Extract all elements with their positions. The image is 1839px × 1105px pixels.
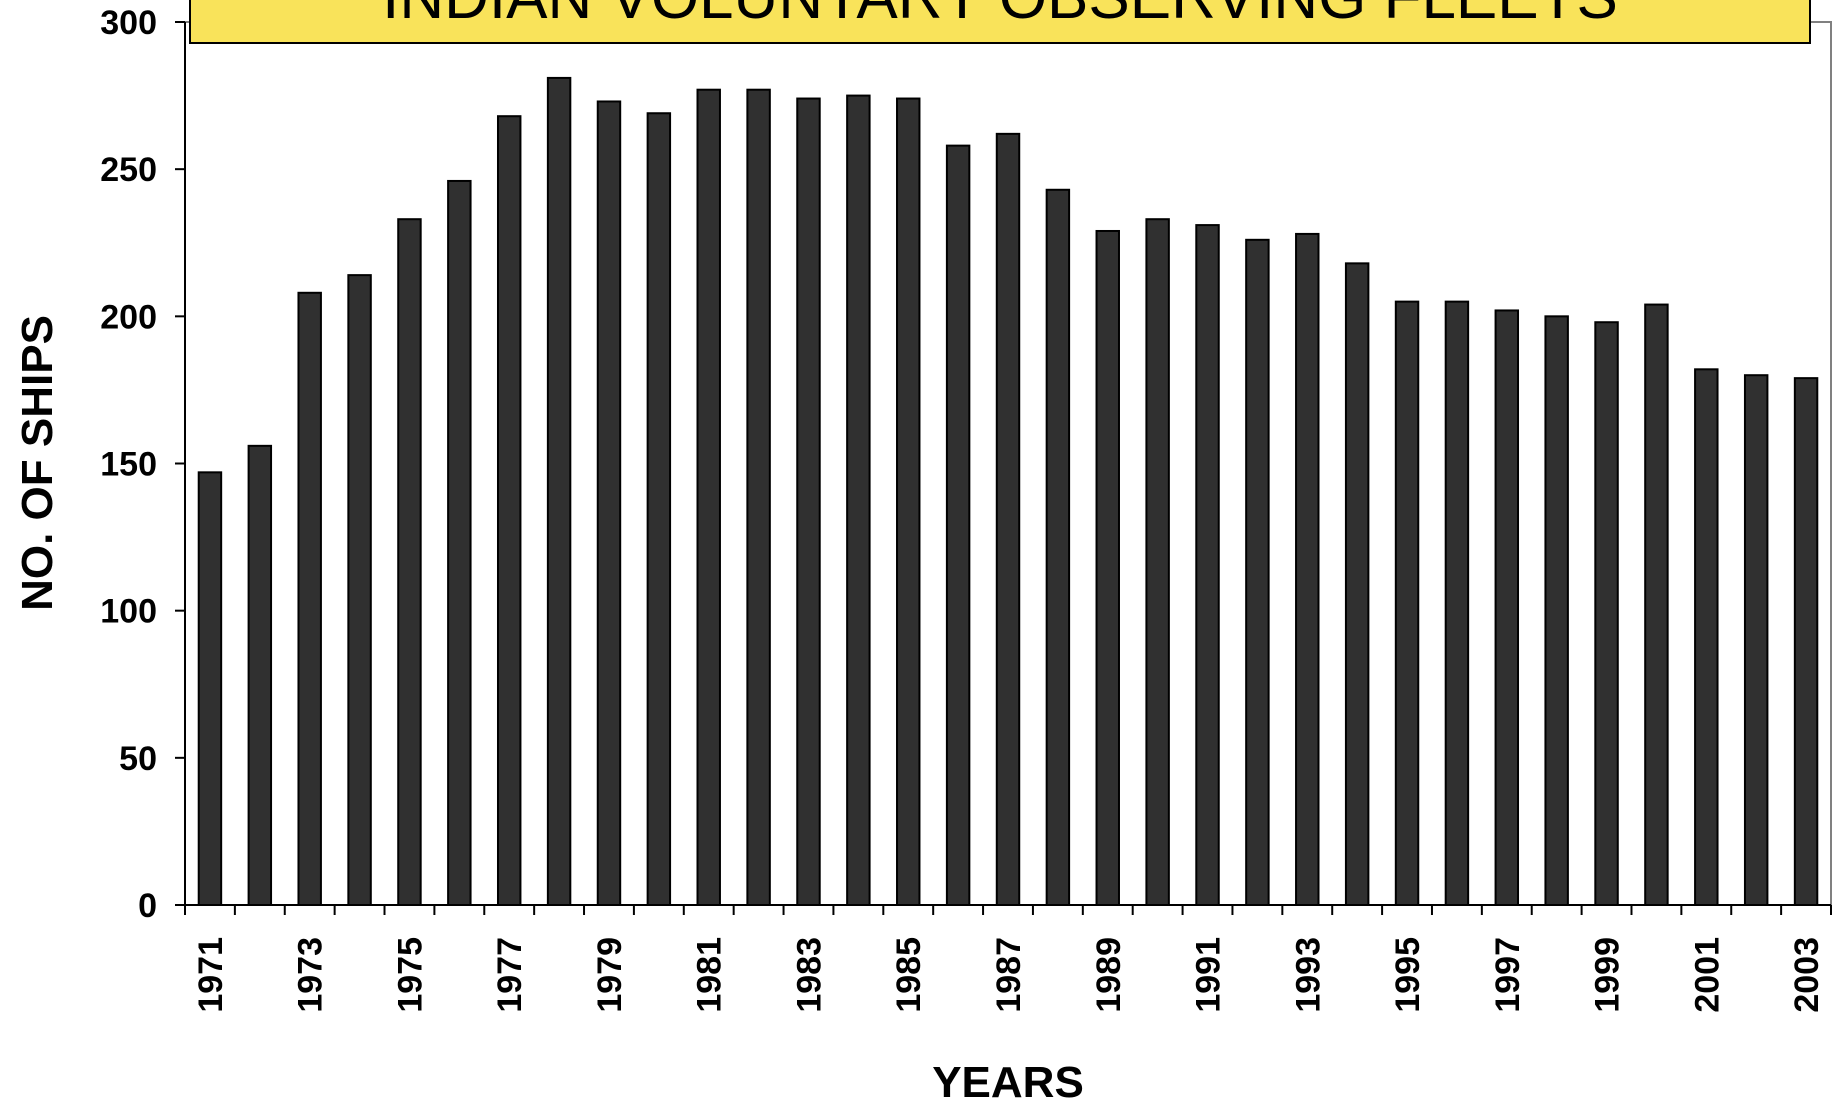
bar-1993 [1295,232,1320,907]
x-tick-label-1995: 1995 [1389,937,1427,1013]
x-tick-label-1973: 1973 [292,937,330,1013]
bar-1990 [1145,218,1170,906]
x-tick-label-1971: 1971 [192,937,230,1013]
bar-1991 [1195,224,1220,906]
x-tick-label-1975: 1975 [391,937,429,1013]
bar-1994 [1344,262,1370,907]
chart-title: INDIAN VOLUNTARY OBSERVING FLEETS [382,0,1618,32]
bar-2003 [1793,377,1819,906]
bar-1988 [1045,188,1071,906]
bar-1979 [596,100,622,907]
bar-2001 [1694,368,1719,906]
y-tick-label: 250 [100,151,157,189]
bar-1981 [696,88,721,906]
y-tick-label: 300 [100,4,157,42]
bar-1973 [297,291,322,907]
x-tick-label-1993: 1993 [1289,937,1327,1013]
bar-1978 [546,76,572,907]
x-axis-title: YEARS [932,1058,1084,1105]
bar-1995 [1394,300,1420,906]
bars [197,76,1819,907]
y-tick-label: 150 [100,446,157,484]
x-tick-label-1997: 1997 [1489,937,1527,1013]
bar-1986 [945,144,971,906]
bar-1992 [1245,238,1270,906]
x-tick-label-1991: 1991 [1190,937,1228,1013]
bar-1983 [796,97,821,906]
x-tick-label-1999: 1999 [1589,937,1627,1013]
x-tick-label-2001: 2001 [1688,937,1726,1013]
y-tick-label: 0 [138,887,157,925]
bar-1974 [347,274,372,906]
bar-1998 [1544,315,1569,906]
x-tick-label-1989: 1989 [1090,937,1128,1013]
bar-1975 [397,218,422,906]
x-tick-label-1981: 1981 [691,937,729,1013]
bar-1996 [1444,300,1470,906]
bar-1982 [746,88,771,906]
bar-1980 [646,112,672,907]
bar-1972 [247,444,273,906]
chart-title-box: INDIAN VOLUNTARY OBSERVING FLEETS [189,0,1811,44]
x-axis: 1971 1973 1975 1977 1979 1981 1983 1985 1987 1989… [184,904,1832,1013]
y-axis: 0 50 100 150 200 250 300 [100,4,186,925]
y-axis-title: NO. OF SHIPS [13,315,62,611]
y-tick-label: 50 [119,740,157,778]
chart-title-background [189,0,1811,44]
x-tick-label-1979: 1979 [591,937,629,1013]
x-tick-label-1987: 1987 [990,937,1028,1013]
x-tick-label-1983: 1983 [790,937,828,1013]
bar-1971 [197,471,223,906]
y-tick-label: 200 [100,298,157,336]
bar-1976 [447,179,472,906]
bar-1984 [846,94,871,906]
bar-2002 [1743,374,1769,906]
bar-1987 [995,132,1021,907]
x-tick-label-2003: 2003 [1788,937,1826,1013]
x-tick-label-1977: 1977 [491,937,529,1013]
bar-1985 [896,97,921,906]
bar-1977 [496,115,522,906]
bar-1989 [1095,229,1120,907]
bar-1999 [1594,321,1619,907]
y-tick-label: 100 [100,593,157,631]
bar-1997 [1494,309,1520,906]
bar-2000 [1644,303,1669,906]
x-tick-label-1985: 1985 [890,937,928,1013]
